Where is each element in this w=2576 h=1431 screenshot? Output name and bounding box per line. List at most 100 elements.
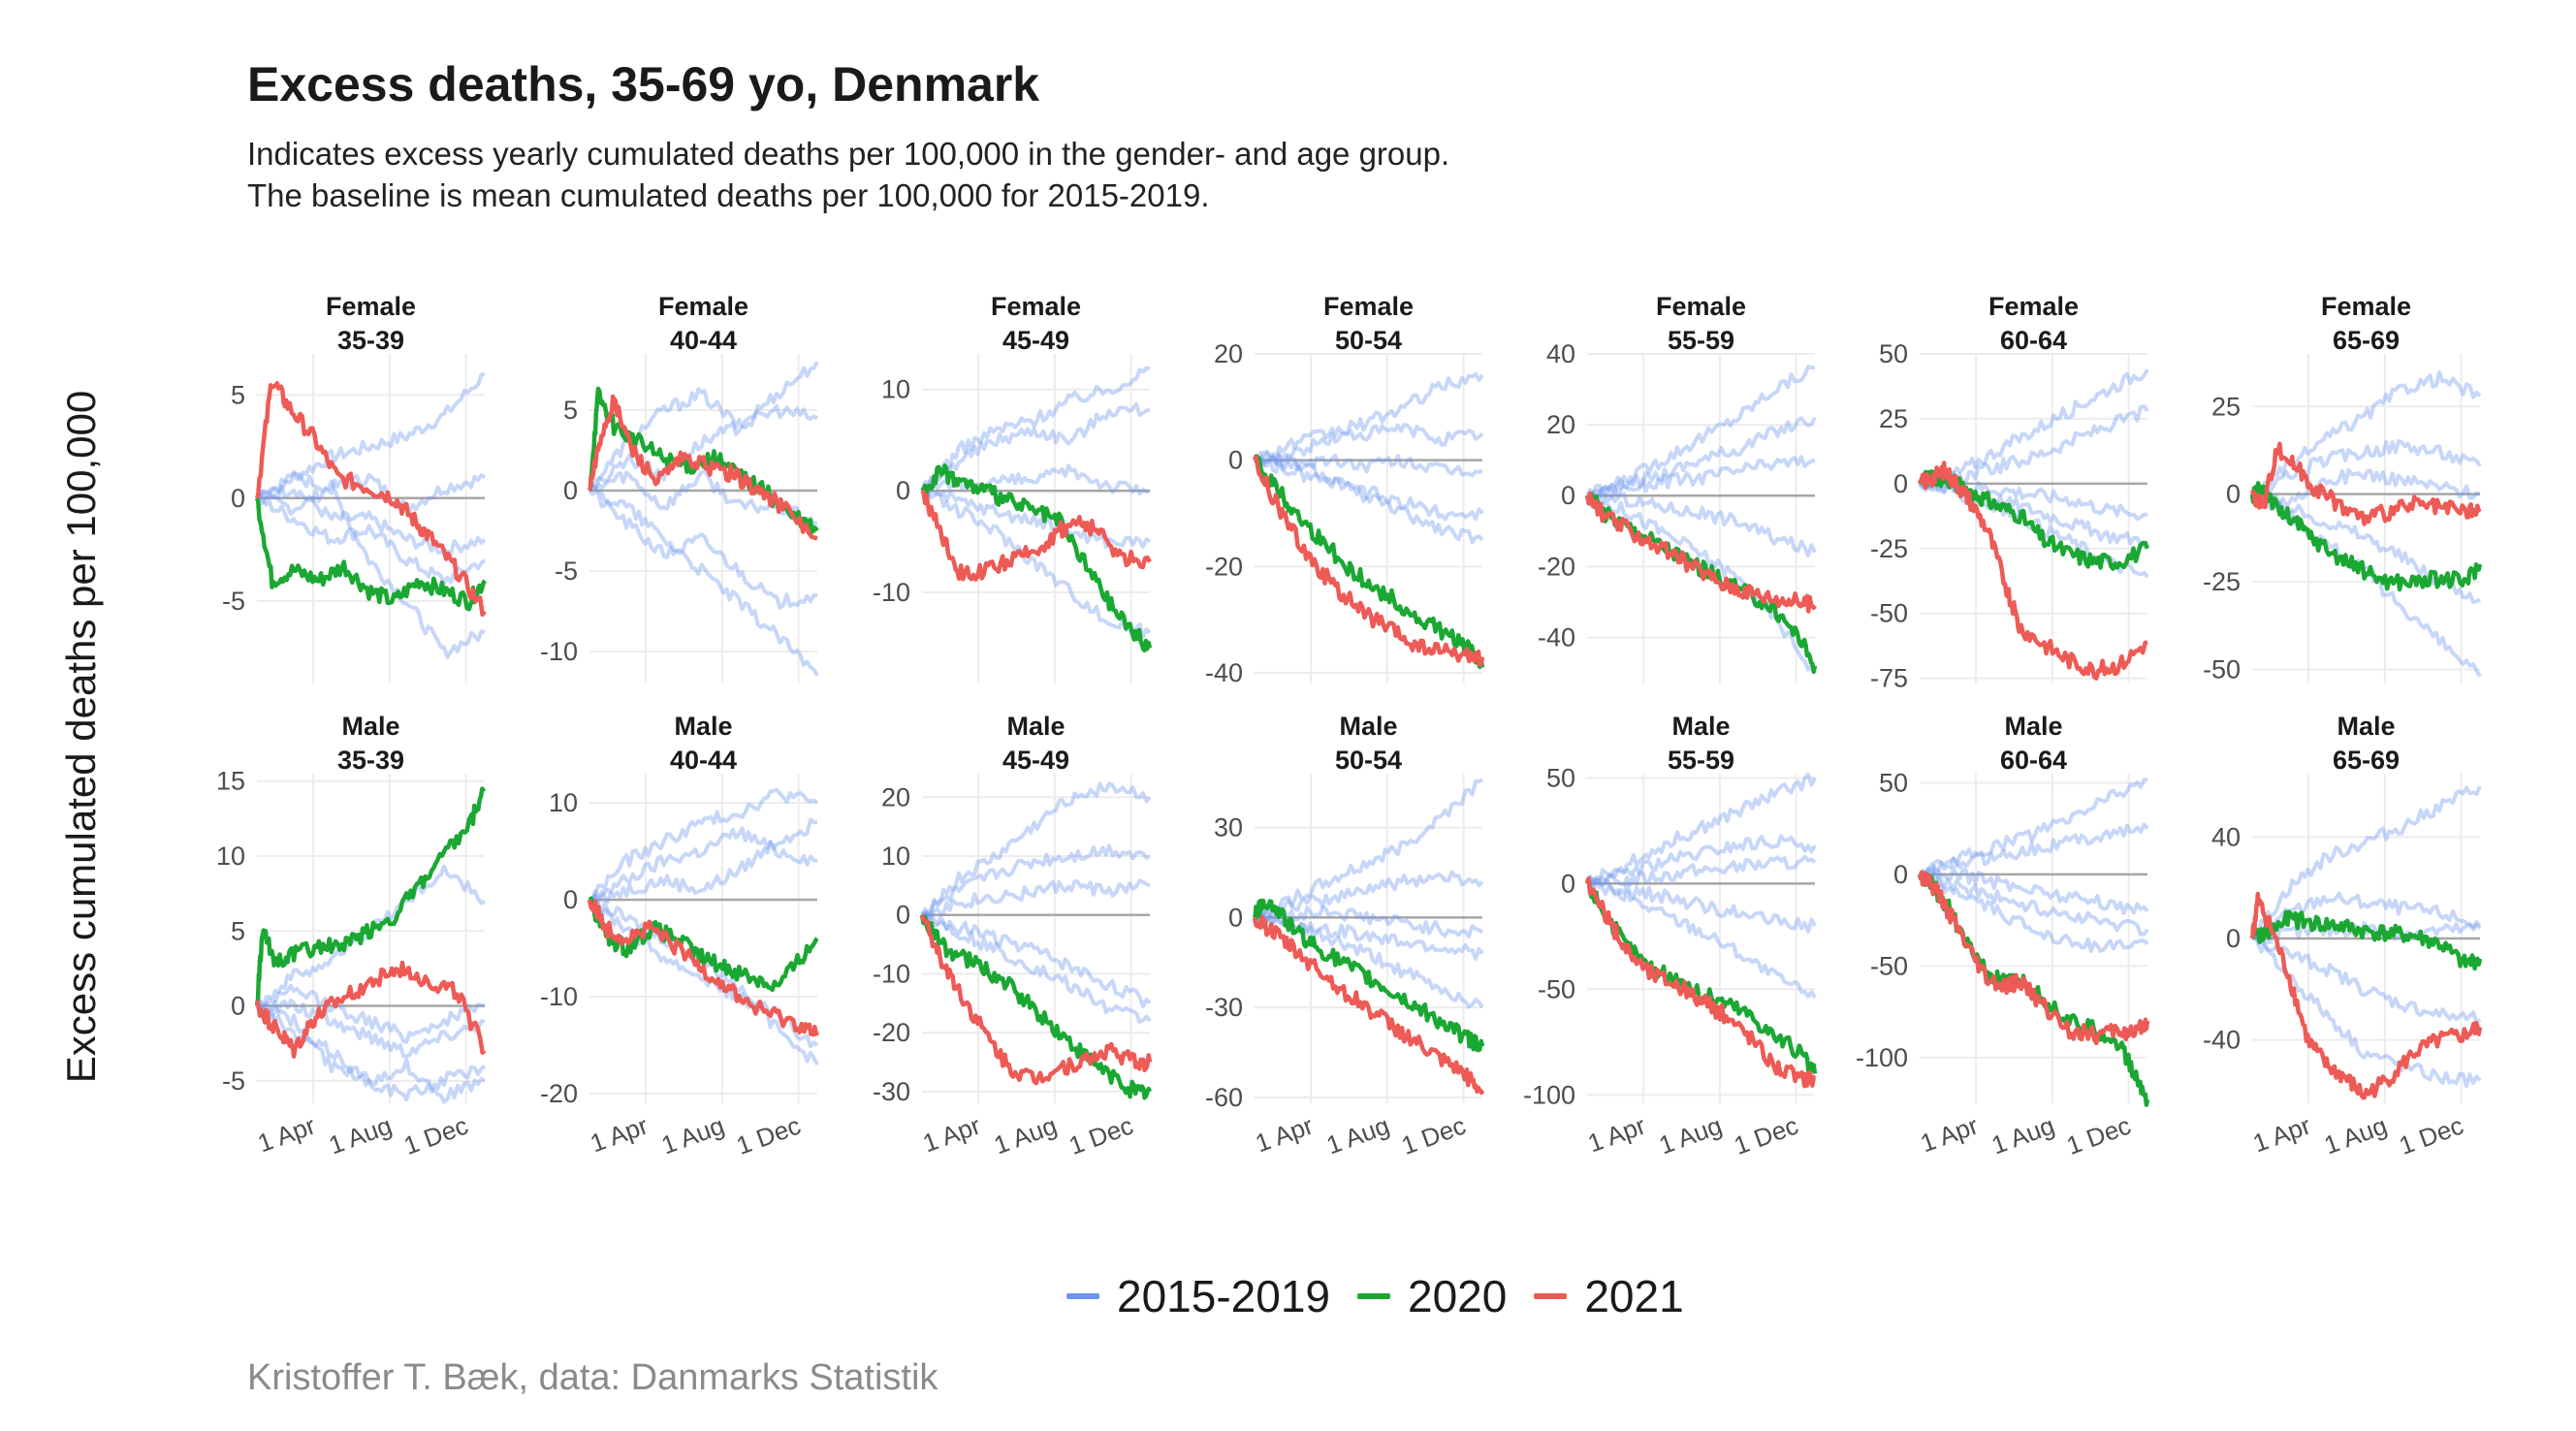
y-tick-label: -100 bbox=[1523, 1080, 1575, 1109]
series-line-2021 bbox=[587, 394, 818, 541]
y-tick-label: 40 bbox=[1546, 339, 1575, 368]
chart-subtitle-line-1: Indicates excess yearly cumulated deaths… bbox=[247, 136, 1450, 172]
legend-item-2021: 2021 bbox=[1534, 1270, 1684, 1322]
series-line-2015-2019-4 bbox=[588, 489, 818, 611]
y-tick-label: 20 bbox=[1214, 339, 1243, 368]
series-line-2020 bbox=[254, 786, 487, 1006]
series-line-2015-2019-2 bbox=[1253, 870, 1484, 924]
y-tick-label: -50 bbox=[1870, 599, 1908, 628]
x-tick-label: 1 Dec bbox=[2396, 1110, 2467, 1160]
series-line-2015-2019-5 bbox=[588, 483, 819, 677]
series-line-2015-2019-4 bbox=[1585, 489, 1817, 557]
series-line-2015-2019-3 bbox=[1585, 854, 1817, 887]
y-tick-label: -40 bbox=[2203, 1026, 2241, 1055]
series-line-2015-2019-3 bbox=[920, 878, 1151, 920]
series-line-2015-2019-3 bbox=[255, 999, 486, 1059]
y-tick-label: -20 bbox=[540, 1079, 578, 1108]
series-line-2015-2019-1 bbox=[588, 787, 819, 902]
series-line-2015-2019-1 bbox=[920, 366, 1151, 492]
y-tick-label: -20 bbox=[1538, 552, 1575, 581]
y-tick-label: 0 bbox=[1228, 446, 1243, 475]
y-tick-label: 0 bbox=[231, 484, 245, 513]
y-tick-label: 25 bbox=[2211, 392, 2241, 421]
y-tick-label: 0 bbox=[1893, 860, 1908, 889]
panel-sex-label: Male bbox=[1339, 712, 1397, 741]
series-line-2021 bbox=[2249, 441, 2482, 526]
panel-age-label: 60-64 bbox=[2000, 746, 2067, 775]
y-tick-label: -20 bbox=[873, 1018, 910, 1047]
panel-age-label: 50-54 bbox=[1335, 746, 1402, 775]
y-tick-label: 25 bbox=[1879, 404, 1908, 433]
panel-female-60-64: Female 60-64 -75 -50 -25 0 25 50 bbox=[1870, 292, 2150, 693]
panel-male-45-49: Male 45-49 -30 -20 -10 0 10 20 1 Apr 1 Aug 1 Dec bbox=[873, 712, 1153, 1161]
y-tick-label: 20 bbox=[881, 782, 910, 811]
y-tick-label: -50 bbox=[1538, 974, 1575, 1003]
series-line-2021 bbox=[1917, 870, 2150, 1046]
panel-age-label: 65-69 bbox=[2333, 326, 2400, 355]
panel-sex-label: Female bbox=[1988, 292, 2079, 321]
series-line-2015-2019-4 bbox=[1920, 481, 2149, 548]
y-tick-label: 0 bbox=[563, 885, 578, 914]
series-line-2015-2019-4 bbox=[920, 483, 1152, 550]
x-tick-label: 1 Aug bbox=[325, 1110, 396, 1160]
series-line-2015-2019-3 bbox=[588, 817, 818, 905]
x-tick-label: 1 Apr bbox=[587, 1110, 652, 1158]
panel-age-label: 45-49 bbox=[1002, 746, 1069, 775]
x-tick-label: 1 Apr bbox=[1917, 1110, 1983, 1158]
y-tick-label: 50 bbox=[1879, 768, 1908, 797]
panel-sex-label: Male bbox=[674, 712, 732, 741]
series-line-2021 bbox=[1584, 875, 1817, 1089]
x-tick-label: 1 Apr bbox=[1252, 1110, 1318, 1158]
series-line-2015-2019-1 bbox=[1253, 778, 1483, 919]
series-line-2015-2019-1 bbox=[1918, 777, 2148, 880]
x-tick-label: 1 Dec bbox=[1065, 1110, 1137, 1160]
series-line-2015-2019-2 bbox=[588, 826, 818, 902]
legend-label-2021: 2021 bbox=[1584, 1271, 1684, 1321]
y-tick-label: 40 bbox=[2211, 822, 2241, 851]
y-tick-label: 5 bbox=[563, 396, 578, 425]
series-line-2021 bbox=[2249, 891, 2483, 1100]
series-line-2021 bbox=[1584, 491, 1817, 614]
series-line-2015-2019-2 bbox=[1586, 416, 1817, 501]
panel-female-65-69: Female 65-69 -50 -25 0 25 bbox=[2203, 292, 2483, 684]
y-tick-label: 10 bbox=[216, 842, 245, 871]
y-tick-label: 0 bbox=[563, 476, 578, 505]
series-line-2015-2019-5 bbox=[1586, 880, 1817, 1000]
y-tick-label: -10 bbox=[540, 982, 578, 1011]
series-line-2015-2019-5 bbox=[255, 469, 486, 659]
panel-sex-label: Male bbox=[1671, 712, 1730, 741]
y-tick-label: -50 bbox=[1870, 951, 1908, 980]
y-tick-label: 0 bbox=[1228, 903, 1243, 932]
x-tick-label: 1 Aug bbox=[1322, 1110, 1393, 1160]
y-tick-label: 15 bbox=[216, 767, 245, 796]
caption: Kristoffer T. Bæk, data: Danmarks Statis… bbox=[247, 1357, 938, 1398]
y-tick-label: -5 bbox=[222, 587, 245, 616]
panel-female-55-59: Female 55-59 -40 -20 0 20 40 bbox=[1538, 292, 1818, 684]
series-line-2015-2019-4 bbox=[1254, 458, 1484, 522]
panel-female-35-39: Female 35-39 -5 0 5 bbox=[222, 292, 487, 684]
panel-female-50-54: Female 50-54 -40 -20 0 20 bbox=[1205, 292, 1485, 687]
legend-label-2020: 2020 bbox=[1407, 1271, 1508, 1321]
y-tick-label: -20 bbox=[1205, 552, 1243, 581]
series-line-2015-2019-3 bbox=[2251, 921, 2482, 944]
x-tick-label: 1 Dec bbox=[1731, 1110, 1802, 1160]
y-tick-label: -30 bbox=[1205, 993, 1243, 1022]
legend: 2015-2019 2020 2021 bbox=[1066, 1270, 1711, 1322]
series-line-2021 bbox=[1917, 461, 2148, 681]
panel-female-40-44: Female 40-44 -10 -5 0 5 bbox=[540, 292, 819, 684]
series-line-2015-2019-1 bbox=[1586, 365, 1816, 498]
series-line-2021 bbox=[1252, 914, 1485, 1096]
series-line-2020 bbox=[1252, 898, 1485, 1053]
legend-item-2015-2019: 2015-2019 bbox=[1066, 1270, 1330, 1322]
panel-male-40-44: Male 40-44 -20 -10 0 10 1 Apr 1 Aug 1 Dec bbox=[540, 712, 820, 1161]
series-line-2020 bbox=[2249, 481, 2483, 592]
y-tick-label: 5 bbox=[231, 916, 245, 945]
y-tick-label: -10 bbox=[873, 959, 910, 988]
x-tick-label: 1 Aug bbox=[2320, 1110, 2391, 1160]
y-tick-label: -5 bbox=[222, 1066, 245, 1096]
panel-male-60-64: Male 60-64 -100 -50 0 50 1 Apr 1 Aug 1 Dec bbox=[1856, 712, 2150, 1161]
y-tick-label: 0 bbox=[1561, 869, 1575, 898]
x-tick-label: 1 Aug bbox=[1988, 1110, 2058, 1160]
panel-male-35-39: Male 35-39 -5 0 5 10 15 1 Apr 1 Aug 1 Dec bbox=[216, 712, 487, 1161]
series-line-2015-2019-5 bbox=[1918, 870, 2149, 953]
